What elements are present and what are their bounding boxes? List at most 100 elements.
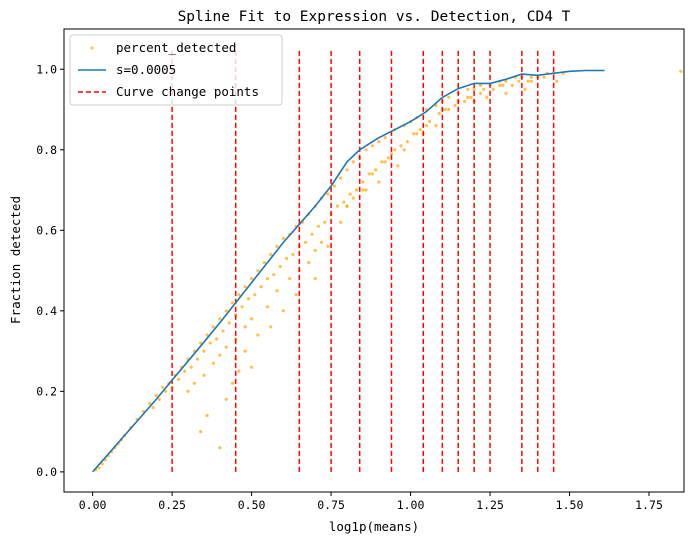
scatter-point <box>230 381 235 385</box>
scatter-point <box>478 91 483 95</box>
scatter-point <box>424 124 429 128</box>
scatter-point <box>262 260 266 265</box>
scatter-point <box>361 180 365 184</box>
scatter-point <box>443 107 448 112</box>
scatter-point <box>396 164 400 168</box>
scatter-point <box>224 345 228 349</box>
x-tick-label: 0.00 <box>79 498 107 512</box>
scatter-point <box>453 103 457 108</box>
scatter-point <box>466 95 470 99</box>
scatter-point <box>504 79 508 83</box>
scatter-point <box>405 140 409 144</box>
scatter-point <box>148 401 152 405</box>
y-tick-label: 1.0 <box>36 62 57 76</box>
scatter-point <box>339 176 343 180</box>
scatter-point <box>304 240 308 244</box>
scatter-point <box>485 95 489 99</box>
scatter-point <box>202 373 206 377</box>
scatter-point <box>237 369 241 373</box>
scatter-point <box>208 341 212 345</box>
scatter-point <box>316 224 320 228</box>
scatter-point <box>529 75 534 79</box>
scatter-point <box>253 293 257 297</box>
scatter-point <box>342 200 346 204</box>
scatter-point <box>256 333 260 337</box>
scatter-point <box>211 361 215 365</box>
scatter-point <box>291 252 295 257</box>
scatter-point <box>339 220 343 224</box>
scatter-point <box>402 148 406 152</box>
scatter-point <box>510 83 514 87</box>
y-tick-label: 0.4 <box>36 304 57 318</box>
scatter-point <box>377 180 381 184</box>
legend-label-change-points: Curve change points <box>116 84 259 99</box>
scatter-point <box>523 87 527 91</box>
scatter-point <box>157 397 161 401</box>
scatter-point <box>313 277 317 281</box>
scatter-point <box>326 244 330 248</box>
legend: percent_detected s=0.0005 Curve change p… <box>69 34 283 106</box>
scatter-point <box>199 341 203 345</box>
y-tick-label: 0.0 <box>36 465 57 479</box>
scatter-point <box>269 325 273 329</box>
scatter-point <box>205 333 209 337</box>
x-tick-label: 1.75 <box>635 498 663 512</box>
scatter-point <box>361 188 365 192</box>
scatter-point <box>679 69 683 73</box>
y-axis-label: Fraction detected <box>8 196 23 324</box>
y-tick-label: 0.6 <box>36 223 57 237</box>
scatter-point <box>399 144 403 148</box>
scatter-point <box>526 79 530 83</box>
scatter-point <box>374 168 378 172</box>
scatter-point <box>472 87 476 91</box>
scatter-point <box>491 87 495 91</box>
scatter-point <box>272 273 276 277</box>
legend-label-spline: s=0.0005 <box>116 62 176 77</box>
scatter-point <box>319 240 324 244</box>
scatter-point <box>243 285 247 289</box>
scatter-point <box>364 188 368 192</box>
scatter-point <box>265 305 270 309</box>
scatter-point <box>383 160 387 164</box>
scatter-point <box>389 152 394 156</box>
scatter-point <box>517 79 521 83</box>
scatter-point <box>447 107 451 112</box>
scatter-point <box>323 220 327 224</box>
scatter-point <box>240 305 244 309</box>
scatter-point <box>351 196 355 200</box>
scatter-point <box>354 188 359 192</box>
scatter-point <box>221 329 225 333</box>
scatter-point <box>351 160 355 164</box>
scatter-point <box>250 365 254 369</box>
scatter-point <box>205 413 209 418</box>
scatter-point <box>285 256 289 261</box>
scatter-point <box>498 83 502 87</box>
scatter-point <box>478 83 483 87</box>
scatter-point <box>183 369 187 373</box>
scatter-point <box>463 99 467 104</box>
scatter-point <box>310 232 314 236</box>
scatter-point <box>199 430 203 434</box>
x-axis-ticks: 0.00 0.25 0.50 0.75 1.00 1.25 1.50 1.75 <box>79 492 663 512</box>
scatter-point <box>529 79 534 83</box>
scatter-point <box>370 144 374 148</box>
scatter-point <box>250 317 254 321</box>
scatter-point <box>504 91 508 95</box>
scatter-point <box>393 148 397 152</box>
scatter-point <box>186 389 190 393</box>
scatter-point <box>243 325 247 329</box>
scatter-point <box>281 236 285 240</box>
scatter-point <box>224 309 228 313</box>
scatter-point <box>447 95 451 99</box>
scatter-point <box>275 289 279 293</box>
legend-scatter-swatch <box>90 46 94 50</box>
scatter-point <box>469 95 473 99</box>
scatter-point <box>243 349 247 353</box>
scatter-point <box>215 337 219 341</box>
x-tick-label: 1.25 <box>476 498 504 512</box>
scatter-point <box>278 264 282 269</box>
scatter-point <box>345 168 349 172</box>
x-tick-label: 0.50 <box>238 498 266 512</box>
scatter-point <box>364 148 368 152</box>
